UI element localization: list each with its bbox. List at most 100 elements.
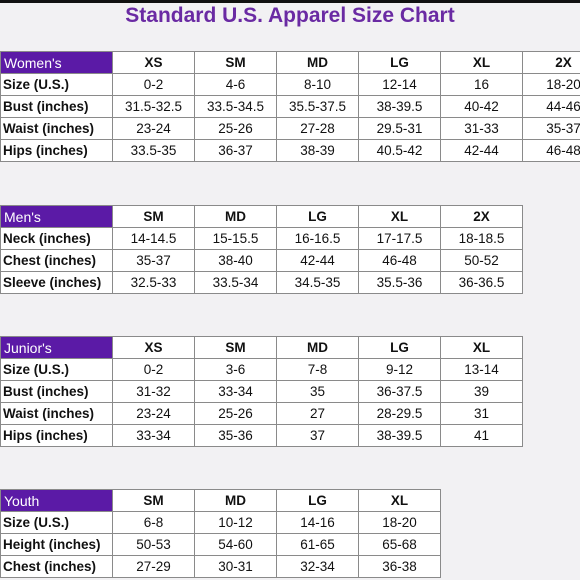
column-header: 2X bbox=[522, 51, 580, 74]
table-cell: 31.5-32.5 bbox=[112, 95, 195, 118]
column-header: SM bbox=[194, 51, 277, 74]
table-cell: 33-34 bbox=[194, 380, 277, 403]
table-cell: 28-29.5 bbox=[358, 402, 441, 425]
table-cell: 18-18.5 bbox=[440, 227, 523, 250]
table-row: Size (U.S.) 6-8 10-12 14-16 18-20 bbox=[0, 511, 441, 534]
table-cell: 46-48 bbox=[522, 139, 580, 162]
table-cell: 33-34 bbox=[112, 424, 195, 447]
table-cell: 38-39.5 bbox=[358, 424, 441, 447]
column-header: LG bbox=[276, 205, 359, 228]
table-cell: 31-33 bbox=[440, 117, 523, 140]
row-label: Size (U.S.) bbox=[0, 358, 113, 381]
table-cell: 9-12 bbox=[358, 358, 441, 381]
table-cell: 44-46 bbox=[522, 95, 580, 118]
table-row: Height (inches) 50-53 54-60 61-65 65-68 bbox=[0, 533, 441, 556]
table-row: Sleeve (inches) 32.5-33 33.5-34 34.5-35 35.5… bbox=[0, 271, 523, 294]
column-header: SM bbox=[194, 336, 277, 359]
row-label: Chest (inches) bbox=[0, 249, 113, 272]
table-cell: 42-44 bbox=[440, 139, 523, 162]
table-cell: 35-36 bbox=[194, 424, 277, 447]
table-cell: 23-24 bbox=[112, 117, 195, 140]
table-cell: 33.5-35 bbox=[112, 139, 195, 162]
table-row: Neck (inches) 14-14.5 15-15.5 16-16.5 17-17.… bbox=[0, 227, 523, 250]
table-cell: 31 bbox=[440, 402, 523, 425]
header-row: Junior's XS SM MD LG XL bbox=[0, 336, 523, 359]
page-title: Standard U.S. Apparel Size Chart bbox=[125, 4, 455, 27]
table-cell: 35.5-37.5 bbox=[276, 95, 359, 118]
row-label: Bust (inches) bbox=[0, 380, 113, 403]
table-cell: 37 bbox=[276, 424, 359, 447]
table-cell: 34.5-35 bbox=[276, 271, 359, 294]
row-label: Height (inches) bbox=[0, 533, 113, 556]
table-cell: 13-14 bbox=[440, 358, 523, 381]
table-cell: 46-48 bbox=[358, 249, 441, 272]
row-label: Neck (inches) bbox=[0, 227, 113, 250]
section-label: Women's bbox=[0, 51, 113, 74]
table-cell: 23-24 bbox=[112, 402, 195, 425]
table-cell: 38-40 bbox=[194, 249, 277, 272]
row-label: Hips (inches) bbox=[0, 139, 113, 162]
table-cell: 12-14 bbox=[358, 73, 441, 96]
table-row: Size (U.S.) 0-2 3-6 7-8 9-12 13-14 bbox=[0, 358, 523, 381]
table-cell: 4-6 bbox=[194, 73, 277, 96]
table-row: Hips (inches) 33.5-35 36-37 38-39 40.5-42 42-… bbox=[0, 139, 580, 162]
row-label: Sleeve (inches) bbox=[0, 271, 113, 294]
table-cell: 27-28 bbox=[276, 117, 359, 140]
header-row: Men's SM MD LG XL 2X bbox=[0, 205, 523, 228]
mens-size-table: Men's SM MD LG XL 2X Neck (inches) 14-14.5 15-15… bbox=[0, 205, 523, 294]
column-header: XL bbox=[358, 205, 441, 228]
table-cell: 42-44 bbox=[276, 249, 359, 272]
column-header: SM bbox=[112, 205, 195, 228]
table-cell: 14-16 bbox=[276, 511, 359, 534]
table-cell: 39 bbox=[440, 380, 523, 403]
table-row: Chest (inches) 35-37 38-40 42-44 46-48 50-52 bbox=[0, 249, 523, 272]
table-cell: 10-12 bbox=[194, 511, 277, 534]
table-row: Size (U.S.) 0-2 4-6 8-10 12-14 16 18-20 bbox=[0, 73, 580, 96]
table-row: Bust (inches) 31-32 33-34 35 36-37.5 39 bbox=[0, 380, 523, 403]
row-label: Chest (inches) bbox=[0, 555, 113, 578]
table-cell: 35-37 bbox=[522, 117, 580, 140]
row-label: Waist (inches) bbox=[0, 402, 113, 425]
column-header: XL bbox=[440, 51, 523, 74]
table-cell: 40-42 bbox=[440, 95, 523, 118]
table-cell: 6-8 bbox=[112, 511, 195, 534]
header-row: Women's XS SM MD LG XL 2X bbox=[0, 51, 580, 74]
table-cell: 35-37 bbox=[112, 249, 195, 272]
top-border bbox=[0, 0, 580, 3]
table-cell: 17-17.5 bbox=[358, 227, 441, 250]
section-label: Men's bbox=[0, 205, 113, 228]
table-cell: 36-37.5 bbox=[358, 380, 441, 403]
table-cell: 36-37 bbox=[194, 139, 277, 162]
table-cell: 15-15.5 bbox=[194, 227, 277, 250]
table-cell: 18-20 bbox=[358, 511, 441, 534]
table-cell: 16 bbox=[440, 73, 523, 96]
table-cell: 41 bbox=[440, 424, 523, 447]
column-header: XL bbox=[358, 489, 441, 512]
row-label: Size (U.S.) bbox=[0, 511, 113, 534]
youth-size-table: Youth SM MD LG XL Size (U.S.) 6-8 10-12 14-16 18-… bbox=[0, 489, 441, 578]
column-header: XS bbox=[112, 51, 195, 74]
table-cell: 25-26 bbox=[194, 117, 277, 140]
column-header: XL bbox=[440, 336, 523, 359]
column-header: MD bbox=[276, 336, 359, 359]
table-cell: 35.5-36 bbox=[358, 271, 441, 294]
table-cell: 61-65 bbox=[276, 533, 359, 556]
table-cell: 0-2 bbox=[112, 73, 195, 96]
table-cell: 38-39.5 bbox=[358, 95, 441, 118]
table-cell: 8-10 bbox=[276, 73, 359, 96]
row-label: Bust (inches) bbox=[0, 95, 113, 118]
table-cell: 38-39 bbox=[276, 139, 359, 162]
row-label: Waist (inches) bbox=[0, 117, 113, 140]
table-cell: 30-31 bbox=[194, 555, 277, 578]
table-row: Hips (inches) 33-34 35-36 37 38-39.5 41 bbox=[0, 424, 523, 447]
table-row: Waist (inches) 23-24 25-26 27 28-29.5 31 bbox=[0, 402, 523, 425]
table-cell: 32-34 bbox=[276, 555, 359, 578]
column-header: LG bbox=[358, 51, 441, 74]
table-cell: 16-16.5 bbox=[276, 227, 359, 250]
table-cell: 7-8 bbox=[276, 358, 359, 381]
table-row: Bust (inches) 31.5-32.5 33.5-34.5 35.5-37.5… bbox=[0, 95, 580, 118]
column-header: LG bbox=[358, 336, 441, 359]
table-row: Waist (inches) 23-24 25-26 27-28 29.5-31 31-3… bbox=[0, 117, 580, 140]
table-cell: 27-29 bbox=[112, 555, 195, 578]
table-cell: 65-68 bbox=[358, 533, 441, 556]
